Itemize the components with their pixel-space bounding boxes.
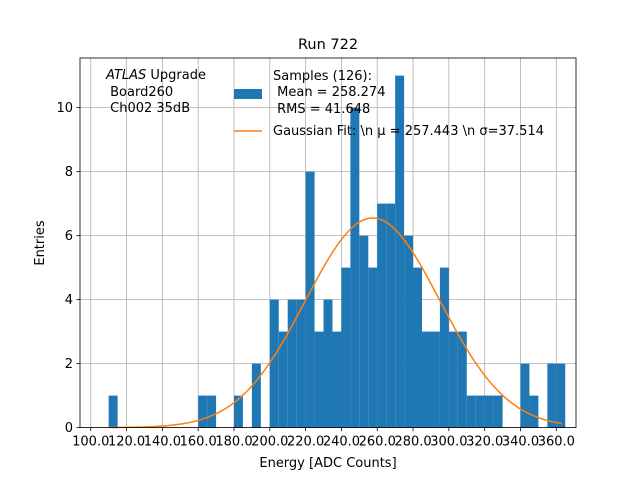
x-tick-label: 300.0 <box>430 435 467 450</box>
legend-samples-line-2: Mean = 258.274 <box>273 85 385 100</box>
y-tick-label: 6 <box>65 229 73 244</box>
y-tick-label: 0 <box>65 421 73 436</box>
histogram-bar <box>529 395 539 428</box>
annotation-line-1: ATLAS Upgrade <box>105 68 206 83</box>
histogram-bar <box>404 235 414 428</box>
x-tick-label: 200.0 <box>251 435 288 450</box>
histogram-bar <box>359 235 369 428</box>
x-tick-label: 340.0 <box>502 435 539 450</box>
histogram-bar <box>377 203 387 428</box>
x-tick-label: 160.0 <box>180 435 217 450</box>
legend-samples-line-3: RMS = 41.648 <box>273 102 370 117</box>
legend-samples-line-1: Samples (126): <box>273 69 372 84</box>
histogram-bar <box>350 107 360 428</box>
histogram-bar <box>386 203 396 428</box>
legend-fit-label: Gaussian Fit: \n μ = 257.443 \n σ=37.514 <box>273 124 544 139</box>
histogram-bar <box>547 363 557 428</box>
gaussian-fit-line <box>108 217 562 429</box>
legend: Samples (126): Mean = 258.274 RMS = 41.6… <box>234 69 544 139</box>
histogram-bar <box>395 75 405 428</box>
histogram-bar <box>457 331 467 428</box>
histogram-bar <box>475 395 485 428</box>
y-tick-label: 8 <box>65 165 73 180</box>
histogram-bar <box>198 395 208 428</box>
histogram-bar <box>439 267 449 428</box>
annotation-atlas: ATLAS <box>105 68 146 83</box>
histogram-bar <box>493 395 503 428</box>
histogram-bar <box>484 395 494 428</box>
histogram-bar <box>332 331 342 428</box>
x-tick-label: 320.0 <box>466 435 503 450</box>
histogram-bar <box>413 267 423 428</box>
histogram-bar <box>296 299 306 428</box>
legend-samples-swatch <box>234 89 262 99</box>
ticks-layer: 100.0120.0140.0160.0180.0200.0220.0240.0… <box>56 101 574 450</box>
y-tick-label: 4 <box>65 293 73 308</box>
annotation-upgrade: Upgrade <box>146 68 206 83</box>
x-tick-label: 100.0 <box>72 435 109 450</box>
x-tick-label: 360.0 <box>538 435 575 450</box>
histogram-bar <box>466 395 476 428</box>
annotation-line-3: Ch002 35dB <box>106 101 190 116</box>
y-axis-label: Entries <box>33 220 48 266</box>
histogram-bar <box>556 363 566 428</box>
x-axis-label: Energy [ADC Counts] <box>259 456 396 471</box>
x-tick-label: 140.0 <box>144 435 181 450</box>
histogram-bar <box>430 331 440 428</box>
x-tick-label: 220.0 <box>287 435 324 450</box>
histogram-bar <box>448 331 458 428</box>
x-tick-label: 120.0 <box>108 435 145 450</box>
histogram-bar <box>368 267 378 428</box>
histogram-bar <box>278 331 288 428</box>
x-tick-label: 260.0 <box>359 435 396 450</box>
histogram-bar <box>422 331 431 428</box>
histogram-bar <box>287 299 297 428</box>
bars-layer <box>108 75 566 428</box>
histogram-bar <box>108 395 118 428</box>
atlas-annotation: ATLAS Upgrade Board260 Ch002 35dB <box>105 68 206 116</box>
histogram-bar <box>207 395 217 428</box>
chart-title: Run 722 <box>298 37 358 53</box>
histogram-bar <box>520 363 530 428</box>
y-tick-label: 2 <box>65 357 73 372</box>
histogram-bar <box>305 171 315 428</box>
histogram-bar <box>323 299 333 428</box>
histogram-bar <box>233 395 243 428</box>
histogram-bar <box>314 331 324 428</box>
plot-frame <box>79 57 577 429</box>
histogram-bar <box>251 363 261 428</box>
x-tick-label: 240.0 <box>323 435 360 450</box>
histogram-bar <box>269 299 279 428</box>
y-tick-label: 10 <box>56 101 73 116</box>
x-tick-label: 280.0 <box>394 435 431 450</box>
histogram-bar <box>341 267 351 428</box>
x-tick-label: 180.0 <box>215 435 252 450</box>
annotation-line-2: Board260 <box>106 85 173 100</box>
